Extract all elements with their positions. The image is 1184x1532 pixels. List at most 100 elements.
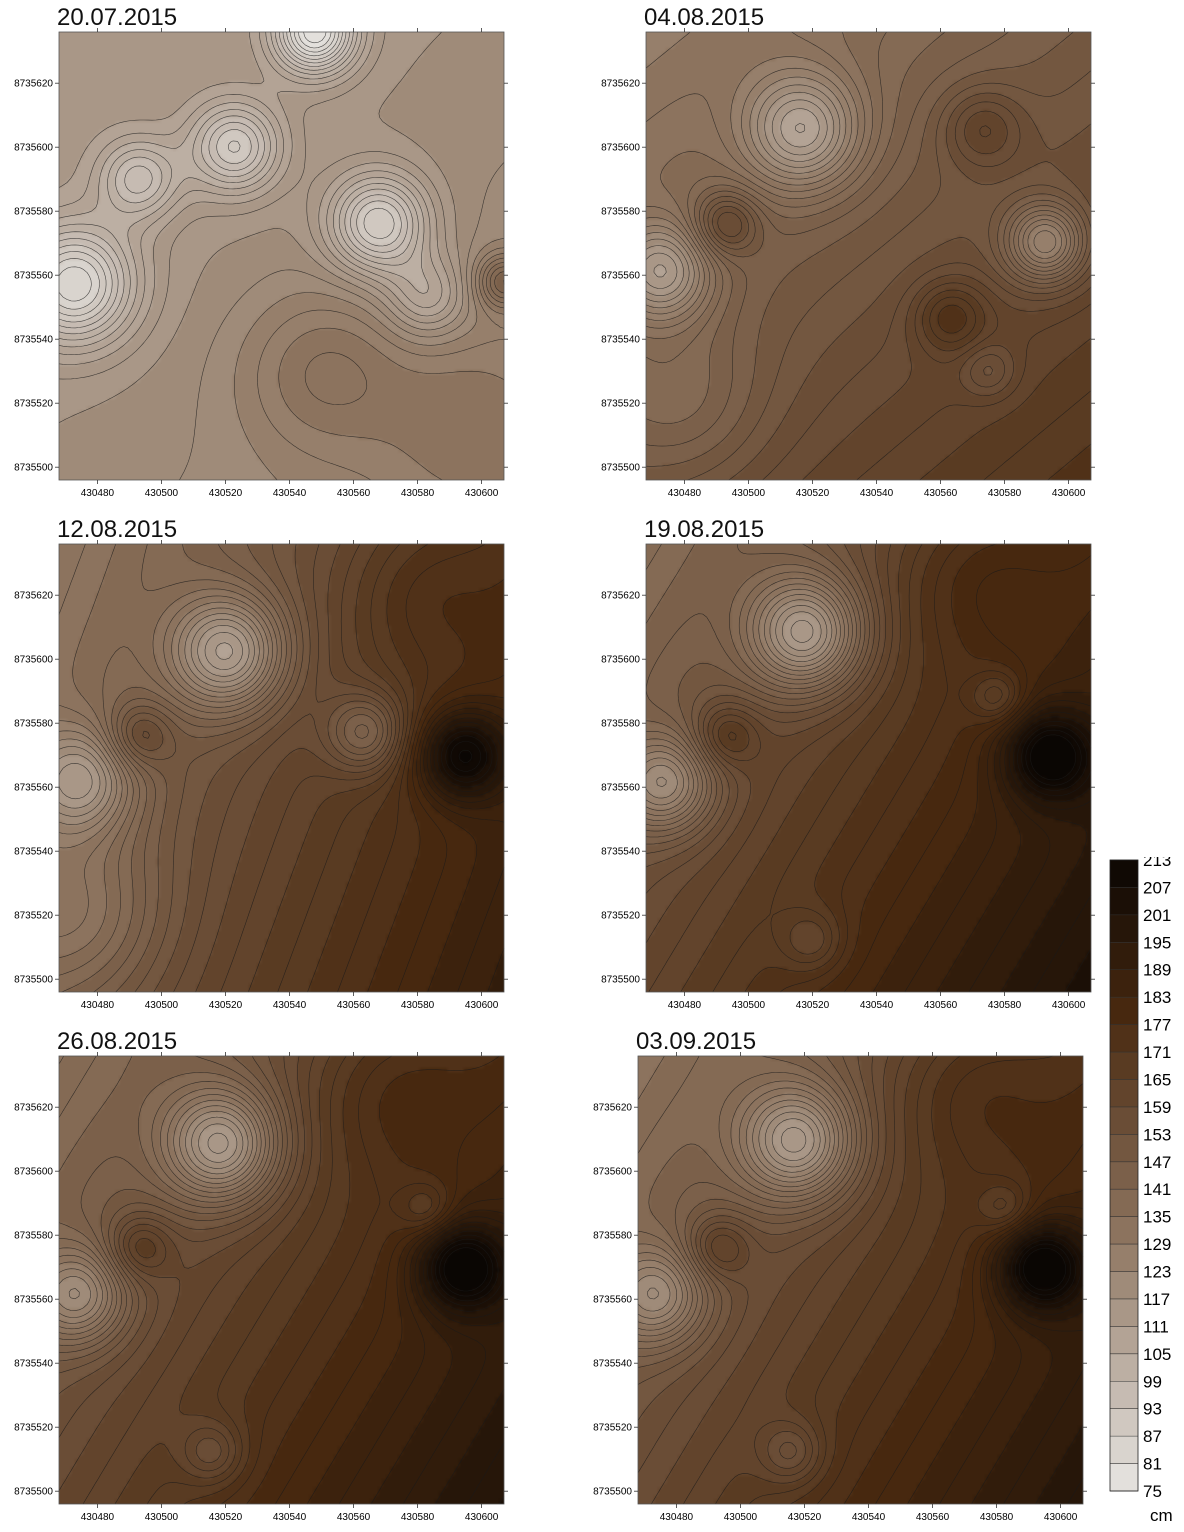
x-tick-label: 430600: [1052, 488, 1086, 499]
contour-line: [936, 692, 1092, 993]
contour-line: [426, 713, 505, 803]
x-tick-label: 430540: [860, 1000, 894, 1011]
x-tick-label: 430520: [796, 488, 830, 499]
x-tick-label: 430580: [988, 1000, 1022, 1011]
y-tick-label: 8735600: [593, 1167, 632, 1178]
contour-line: [58, 31, 402, 323]
contour-line: [937, 304, 1092, 481]
colorbar-unit: cm: [1150, 1506, 1173, 1525]
contour-line: [645, 543, 870, 854]
contour-line: [58, 31, 336, 302]
contour-line: [220, 543, 400, 993]
contour-line: [637, 1055, 867, 1385]
x-tick-label: 430560: [337, 488, 371, 499]
colorbar-swatch: [1110, 860, 1138, 888]
contour-line: [306, 1164, 505, 1505]
contour-line: [277, 543, 409, 993]
y-tick-label: 8735620: [593, 1103, 632, 1114]
contour-line: [126, 543, 384, 993]
contour-line: [58, 31, 395, 317]
contour-line: [717, 101, 1092, 481]
contour-line: [58, 543, 273, 938]
contour-line: [645, 543, 881, 894]
contour-line: [817, 543, 1021, 993]
contour-line: [645, 31, 1062, 321]
contour-line: [645, 599, 833, 799]
colorbar-swatch: [1110, 1436, 1138, 1465]
x-tick-label: 430560: [916, 1512, 950, 1523]
contour-line: [416, 694, 505, 993]
contour-panel-5: 26.08.2015 430480 430500 430520 430540 430560…: [0, 1024, 520, 1524]
contour-line: [58, 1099, 258, 1324]
contour-line: [58, 31, 458, 380]
colorbar-label: 177: [1143, 1016, 1171, 1035]
contour-line: [58, 1055, 299, 1438]
plot-frame: [637, 1055, 1084, 1505]
contour-line: [58, 1055, 305, 1491]
contour-line: [680, 543, 907, 993]
contour-line: [215, 642, 233, 660]
contour-line: [68, 1116, 244, 1300]
contour-line: [337, 543, 486, 993]
contour-line: [795, 123, 806, 134]
contour-line: [645, 543, 875, 868]
x-tick-label: 430500: [732, 1000, 766, 1011]
y-tick-label: 8735580: [593, 1231, 632, 1242]
x-tick-label: 430480: [668, 1000, 702, 1011]
y-tick-label: 8735600: [14, 143, 53, 154]
contour-line: [637, 1099, 831, 1319]
colorbar-label: 129: [1143, 1235, 1171, 1254]
colorbar-label: 117: [1143, 1290, 1170, 1309]
contour-line: [1013, 716, 1092, 993]
contour-line: [58, 31, 429, 348]
contour-line: [58, 625, 250, 809]
colorbar-label: 213: [1143, 857, 1171, 870]
contour-line: [431, 1234, 504, 1307]
contour-line: [843, 555, 1092, 993]
colorbar-label: 207: [1143, 878, 1171, 897]
y-tick-label: 8735540: [14, 335, 53, 346]
contour-line: [637, 1055, 848, 1343]
contour-line: [645, 31, 1083, 447]
contour-line: [645, 76, 847, 309]
panel-title: 03.09.2015: [636, 1028, 757, 1055]
y-tick-label: 8735520: [14, 399, 53, 410]
colorbar-label: 171: [1143, 1043, 1171, 1062]
contour-line: [423, 708, 505, 993]
colorbar-frame: [1109, 859, 1139, 1492]
contour-panel-2: 04.08.2015 430480 430500 430520 430540 430560…: [587, 0, 1107, 500]
colorbar-swatch: [1110, 1106, 1138, 1135]
contour-line: [58, 31, 443, 355]
contour-line: [58, 632, 243, 800]
contour-line: [58, 1055, 288, 1374]
contour-line: [419, 1221, 505, 1505]
contour-line: [645, 577, 849, 821]
y-tick-label: 8735620: [14, 591, 53, 602]
contour-line: [645, 543, 861, 838]
colorbar-swatch: [1110, 1052, 1138, 1080]
contour-line: [645, 67, 1057, 315]
y-tick-label: 8735580: [14, 719, 53, 730]
x-tick-label: 430560: [337, 1512, 371, 1523]
colorbar-swatch: [1110, 969, 1138, 998]
contour-line: [971, 1213, 1084, 1505]
plot-frame: [645, 543, 1092, 993]
contour-plot: 430480 430500 430520 430540 430560 430580 4306…: [14, 28, 508, 499]
y-tick-label: 8735500: [14, 975, 53, 986]
colorbar-swatch: [1110, 942, 1138, 971]
y-tick-label: 8735580: [14, 1231, 53, 1242]
x-tick-label: 430520: [796, 1000, 830, 1011]
colorbar-label: 189: [1143, 961, 1171, 980]
contour-line: [647, 1111, 821, 1300]
contour-line: [872, 609, 1092, 993]
x-tick-label: 430600: [465, 488, 499, 499]
x-tick-label: 430600: [1044, 1512, 1078, 1523]
contour-line: [458, 749, 473, 763]
contour-line: [645, 543, 857, 832]
x-tick-label: 430600: [465, 1512, 499, 1523]
contour-fill: [646, 544, 1091, 992]
contour-line: [929, 296, 1092, 481]
contour-line: [114, 1055, 331, 1505]
contour-line: [58, 31, 408, 329]
contour-plot: 430480 430500 430520 430540 430560 430580 4306…: [14, 1052, 508, 1523]
